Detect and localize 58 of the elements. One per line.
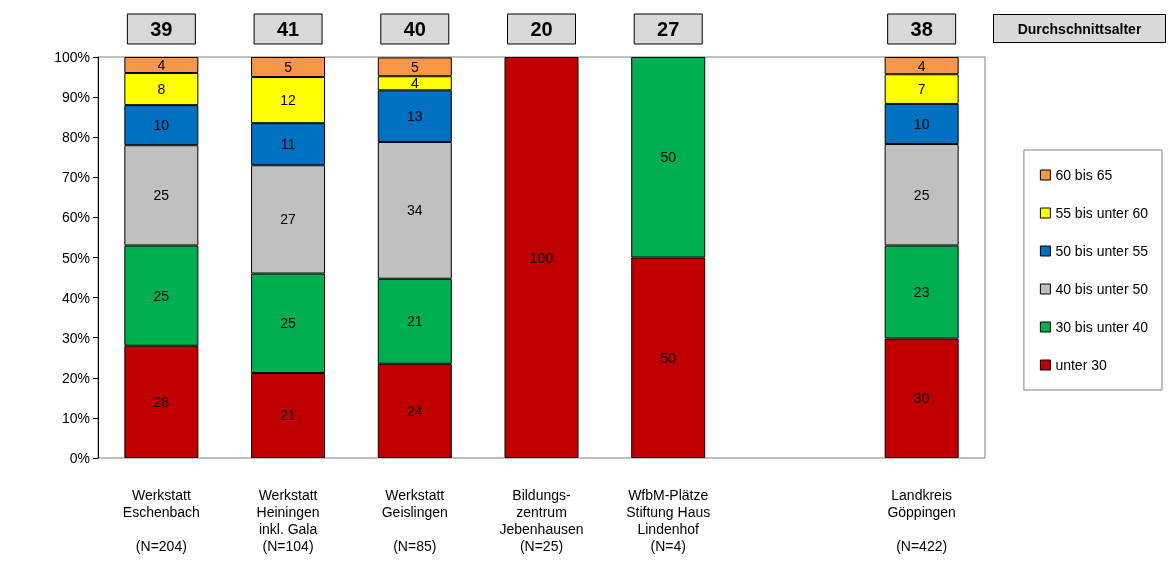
data-label: 12 <box>280 92 297 109</box>
y-tick-label: 0% <box>69 450 90 466</box>
y-tick-label: 20% <box>61 369 90 386</box>
x-tick-label: Bildungs- zentrum Jebenhausen (N=25) <box>499 486 584 554</box>
category-label: Landkreis Göppingen (N=422) <box>887 486 956 554</box>
data-label: 5 <box>410 58 419 75</box>
legend-label: 60 bis 65 <box>1055 167 1113 183</box>
y-tick-label: 100% <box>54 49 90 65</box>
data-label: 4 <box>917 57 926 74</box>
x-tick-label: Werkstatt Heiningen inkl. Gala (N=104) <box>256 486 320 554</box>
data-label: 28 <box>153 393 170 410</box>
data-label: 25 <box>153 287 170 304</box>
legend-label: 30 bis unter 40 <box>1055 319 1149 335</box>
data-label: 10 <box>913 115 930 132</box>
data-label: 4 <box>410 75 419 92</box>
data-label: 7 <box>917 81 926 98</box>
data-label: 4 <box>157 57 166 74</box>
y-tick-label: 30% <box>61 329 90 346</box>
data-label: 34 <box>407 202 423 219</box>
legend-label: 55 bis unter 60 <box>1055 205 1149 221</box>
category-label: Werkstatt Eschenbach (N=204) <box>122 486 200 554</box>
text: 41 <box>276 18 300 40</box>
data-label: 50 <box>660 149 677 166</box>
data-label: 25 <box>280 315 297 332</box>
data-label: 30 <box>913 390 930 407</box>
legend-label: unter 30 <box>1055 357 1107 373</box>
text: 27 <box>657 18 680 40</box>
text: Durchschnittsalter <box>1017 20 1142 37</box>
data-label: 23 <box>913 283 930 300</box>
data-label: 5 <box>284 59 293 76</box>
y-tick-label: 60% <box>61 209 90 226</box>
text: 20 <box>530 18 553 40</box>
x-tick-label: WfbM-Plätze Stiftung Haus Lindenhof (N=4) <box>626 486 711 554</box>
data-label: 21 <box>407 313 423 330</box>
legend-label: 40 bis unter 50 <box>1055 281 1149 297</box>
bar <box>504 57 579 458</box>
data-label: 24 <box>407 402 423 419</box>
category-label: Werkstatt Geislingen (N=85) <box>381 486 448 554</box>
y-tick-label: 50% <box>61 249 90 266</box>
data-label: 100 <box>529 249 554 266</box>
text: 39 <box>150 18 173 40</box>
data-label: 25 <box>153 187 170 204</box>
data-label: 10 <box>153 117 170 134</box>
y-tick-label: 70% <box>61 169 90 186</box>
data-label: 27 <box>280 211 297 228</box>
data-label: 11 <box>280 136 296 153</box>
y-tick-label: 90% <box>61 89 90 106</box>
data-label: 50 <box>660 349 677 366</box>
y-tick-label: 40% <box>61 289 90 306</box>
data-label: 21 <box>280 407 297 424</box>
legend-label: 50 bis unter 55 <box>1055 243 1149 259</box>
y-tick-label: 10% <box>61 409 90 426</box>
text: 38 <box>910 18 933 40</box>
data-label: 8 <box>157 81 166 98</box>
text: 40 <box>403 18 426 40</box>
data-label: 13 <box>407 108 423 125</box>
y-tick-label: 80% <box>61 129 90 146</box>
data-label: 25 <box>913 186 930 203</box>
